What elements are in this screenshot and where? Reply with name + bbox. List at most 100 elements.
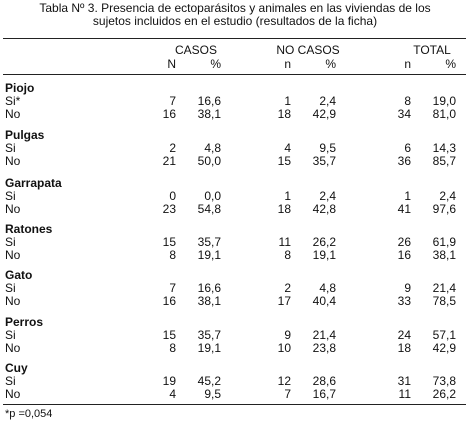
cell-value: 8	[169, 248, 176, 262]
section-name: Pulgas	[5, 128, 45, 142]
cell-value: 7	[169, 94, 176, 108]
column-subheader: n	[404, 57, 411, 71]
cell-value: 33	[397, 294, 411, 308]
cell-value: 15	[277, 154, 291, 168]
footnote: *p =0,054	[5, 408, 53, 420]
cell-value: 4,8	[319, 281, 336, 295]
cell-value: 45,2	[197, 374, 221, 388]
cell-value: 35,7	[197, 328, 221, 342]
section-name: Gato	[5, 268, 33, 282]
cell-value: 2	[284, 281, 291, 295]
column-group: TOTAL	[413, 43, 451, 57]
header-rule	[3, 74, 466, 75]
cell-value: 19,0	[432, 94, 456, 108]
cell-value: 24	[397, 328, 411, 342]
row-label: Si	[5, 141, 16, 155]
cell-value: 42,9	[432, 341, 456, 355]
cell-value: 97,6	[432, 202, 456, 216]
cell-value: 15	[162, 235, 176, 249]
cell-value: 11	[398, 387, 411, 401]
row-label: No	[5, 248, 21, 262]
cell-value: 11	[278, 235, 291, 249]
cell-value: 4	[284, 141, 291, 155]
cell-value: 16,7	[312, 387, 336, 401]
column-subheader: %	[445, 57, 456, 71]
column-subheader: %	[210, 57, 221, 71]
cell-value: 7	[169, 281, 176, 295]
cell-value: 15	[162, 328, 176, 342]
cell-value: 31	[397, 374, 411, 388]
cell-value: 2	[169, 141, 176, 155]
table-title: sujetos incluidos en el estudio (resulta…	[92, 14, 378, 28]
cell-value: 18	[397, 341, 411, 355]
cell-value: 17	[277, 294, 291, 308]
cell-value: 9	[284, 328, 291, 342]
bottom-rule	[3, 404, 466, 405]
section-name: Ratones	[5, 222, 53, 236]
row-label: Si	[5, 281, 16, 295]
cell-value: 50,0	[197, 154, 221, 168]
cell-value: 1	[404, 189, 411, 203]
cell-value: 2,4	[319, 94, 336, 108]
cell-value: 54,8	[197, 202, 221, 216]
section-name: Cuy	[5, 361, 28, 375]
cell-value: 21,4	[312, 328, 336, 342]
cell-value: 57,1	[432, 328, 456, 342]
row-label: Si	[5, 328, 16, 342]
cell-value: 26,2	[312, 235, 336, 249]
cell-value: 19,1	[197, 248, 221, 262]
cell-value: 16	[162, 294, 176, 308]
row-label: No	[5, 202, 21, 216]
cell-value: 38,1	[197, 294, 221, 308]
cell-value: 14,3	[432, 141, 456, 155]
section-name: Garrapata	[5, 176, 62, 190]
row-label: No	[5, 154, 21, 168]
cell-value: 10	[277, 341, 291, 355]
cell-value: 34	[397, 107, 411, 121]
cell-value: 19,1	[197, 341, 221, 355]
cell-value: 38,1	[432, 248, 456, 262]
cell-value: 2,4	[319, 189, 336, 203]
cell-value: 61,9	[432, 235, 456, 249]
column-group: CASOS	[174, 43, 217, 57]
cell-value: 81,0	[432, 107, 456, 121]
column-subheader: %	[325, 57, 336, 71]
cell-value: 1	[284, 189, 291, 203]
cell-value: 4,8	[204, 141, 221, 155]
column-subheader: N	[167, 57, 176, 71]
row-label: Si	[5, 235, 16, 249]
cell-value: 16	[397, 248, 411, 262]
cell-value: 4	[169, 387, 176, 401]
column-group: NO CASOS	[276, 43, 340, 57]
cell-value: 12	[277, 374, 291, 388]
cell-value: 8	[404, 94, 411, 108]
row-label: No	[5, 294, 21, 308]
cell-value: 9,5	[319, 141, 336, 155]
row-label: Si	[5, 374, 16, 388]
table-title: Tabla Nº 3. Presencia de ectoparásitos y…	[39, 1, 431, 15]
cell-value: 0,0	[204, 189, 221, 203]
cell-value: 16,6	[197, 281, 221, 295]
cell-value: 2,4	[439, 189, 456, 203]
cell-value: 73,8	[432, 374, 456, 388]
row-label: No	[5, 107, 21, 121]
cell-value: 23,8	[312, 341, 336, 355]
column-subheader: n	[284, 57, 291, 71]
top-rule	[3, 38, 466, 39]
cell-value: 42,9	[312, 107, 336, 121]
cell-value: 9,5	[204, 387, 221, 401]
row-label: Si*	[5, 94, 21, 108]
cell-value: 21	[162, 154, 176, 168]
cell-value: 8	[169, 341, 176, 355]
section-name: Perros	[5, 315, 44, 329]
cell-value: 6	[404, 141, 411, 155]
cell-value: 26	[397, 235, 411, 249]
cell-value: 0	[169, 189, 176, 203]
cell-value: 38,1	[197, 107, 221, 121]
section-name: Piojo	[5, 81, 35, 95]
cell-value: 35,7	[312, 154, 336, 168]
cell-value: 16,6	[197, 94, 221, 108]
cell-value: 35,7	[197, 235, 221, 249]
cell-value: 78,5	[432, 294, 456, 308]
cell-value: 41	[397, 202, 411, 216]
